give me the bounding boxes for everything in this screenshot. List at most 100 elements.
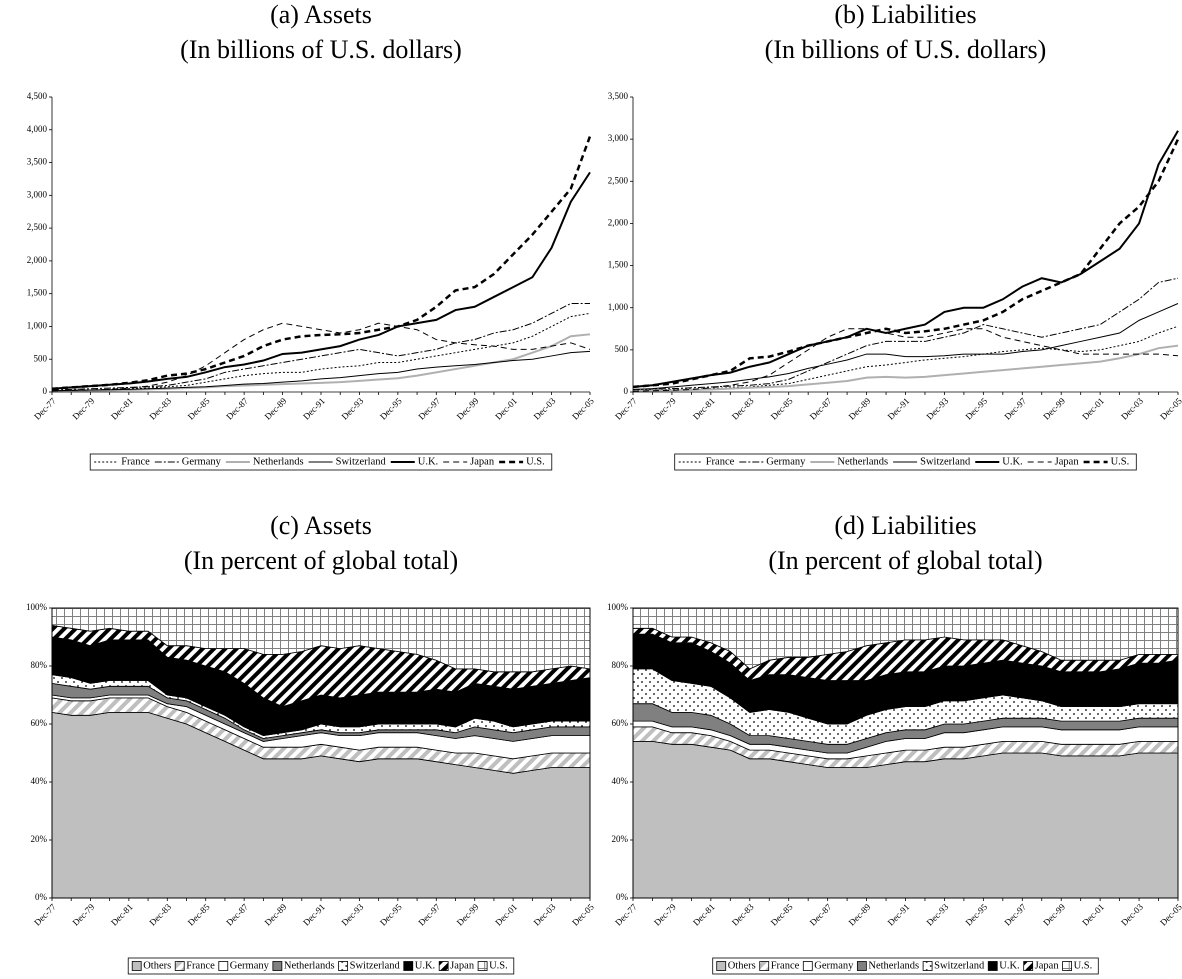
legend-label: Netherlands [837,456,888,467]
chart-title: (c) Assets [270,511,372,540]
legend-label: Netherlands [868,960,919,971]
x-tick-label: Dec-95 [378,395,404,421]
x-tick-label: Dec-01 [1080,902,1106,928]
legend-box [127,957,515,975]
x-tick-label: Dec-83 [730,901,756,927]
legend-label: Japan [450,960,475,971]
x-tick-label: Dec-99 [455,395,481,421]
x-tick-label: Dec-89 [263,901,289,927]
legend-swatch [218,961,229,971]
legend-label: Others [143,960,171,971]
y-tick-label: 1,000 [608,302,629,312]
legend-swatch [856,961,867,971]
x-tick-label: Dec-77 [32,901,58,927]
y-tick-label: 80% [31,660,48,670]
chart-title: (b) Liabilities [834,0,976,29]
x-tick-label: Dec-89 [847,901,873,927]
x-tick-label: Dec-83 [147,901,173,927]
legend-box [712,957,1099,975]
legend: Others France Germany Netherlands Switzerlan… [131,960,508,971]
line-series [632,325,1179,391]
legend: France Germany Netherlands Switzerland U.K. J… [678,456,1130,467]
chart-subtitle: (In percent of global total) [768,546,1042,575]
legend-box [674,453,1137,471]
line-series [51,312,591,392]
x-tick-label: Dec-87 [808,395,834,421]
chart-subtitle: (In percent of global total) [184,546,458,575]
legend-label: U.S. [489,960,508,971]
legend-label: Netherlands [284,960,335,971]
x-tick-label: Dec-85 [769,395,795,421]
legend-label: Switzerland [920,456,971,467]
x-tick-label: Dec-93 [924,395,950,421]
y-tick-label: 500 [34,353,48,363]
y-tick-label: 100% [26,602,48,612]
x-tick-label: Dec-81 [109,396,135,422]
x-tick-label: Dec-05 [1158,395,1182,421]
legend-label: Germany [814,960,854,971]
line-series [632,130,1179,388]
legend-swatch [1023,961,1034,971]
x-tick-label: Dec-05 [570,901,596,927]
legend-swatch [403,961,414,971]
legend-label: Japan [470,456,495,467]
legend-swatch [1062,961,1073,971]
y-tick-label: 0% [616,892,629,902]
x-tick-label: Dec-83 [730,395,756,421]
legend-label: Others [728,960,756,971]
y-tick-label: 0 [43,386,48,396]
x-tick-label: Dec-97 [1002,395,1028,421]
x-tick-label: Dec-77 [613,395,639,421]
x-tick-label: Dec-79 [70,901,96,927]
y-tick-label: 80% [612,660,629,670]
x-tick-label: Dec-89 [847,395,873,421]
legend-label: U.S. [1111,456,1130,467]
x-tick-label: Dec-91 [301,396,327,422]
y-tick-label: 2,000 [27,255,48,265]
legend: France Germany Netherlands Switzerland U.K. J… [94,456,545,467]
x-tick-label: Dec-97 [416,901,442,927]
legend-label: Switzerland [336,456,387,467]
x-tick-label: Dec-87 [808,901,834,927]
legend: Others France Germany Netherlands Switzerlan… [716,960,1093,971]
x-tick-label: Dec-05 [1158,901,1182,927]
y-tick-label: 40% [612,776,629,786]
x-tick-label: Dec-03 [1119,395,1145,421]
x-tick-label: Dec-03 [532,395,558,421]
x-tick-label: Dec-79 [70,395,96,421]
legend-swatch [338,961,349,971]
y-tick-label: 0 [624,386,629,396]
legend-label: U.K. [999,960,1019,971]
legend-label: U.S. [1074,960,1093,971]
chart-title: (d) Liabilities [834,511,976,540]
legend-box [89,453,553,471]
y-tick-label: 60% [31,718,48,728]
y-tick-label: 4,500 [27,91,48,101]
legend-swatch [438,961,449,971]
y-tick-label: 1,000 [27,321,48,331]
x-tick-label: Dec-03 [1119,901,1145,927]
legend-label: France [706,456,735,467]
x-tick-label: Dec-79 [652,901,678,927]
x-tick-label: Dec-81 [109,902,135,928]
legend-swatch [477,961,488,971]
y-tick-label: 20% [31,834,48,844]
legend-label: U.S. [526,456,545,467]
x-tick-label: Dec-91 [886,396,912,422]
chart-subtitle: (In billions of U.S. dollars) [765,35,1047,64]
y-tick-label: 2,500 [27,222,48,232]
y-tick-label: 3,500 [27,157,48,167]
y-tick-label: 3,000 [27,189,48,199]
x-tick-label: Dec-03 [532,901,558,927]
x-tick-label: Dec-77 [32,395,58,421]
x-tick-label: Dec-81 [691,396,717,422]
y-tick-label: 1,500 [608,260,629,270]
chart-subtitle: (In billions of U.S. dollars) [180,35,462,64]
line-series [51,322,591,392]
line-series [51,303,590,391]
x-tick-label: Dec-91 [886,902,912,928]
y-tick-label: 20% [612,834,629,844]
legend-label: Switzerland [934,960,985,971]
x-tick-label: Dec-87 [224,901,250,927]
